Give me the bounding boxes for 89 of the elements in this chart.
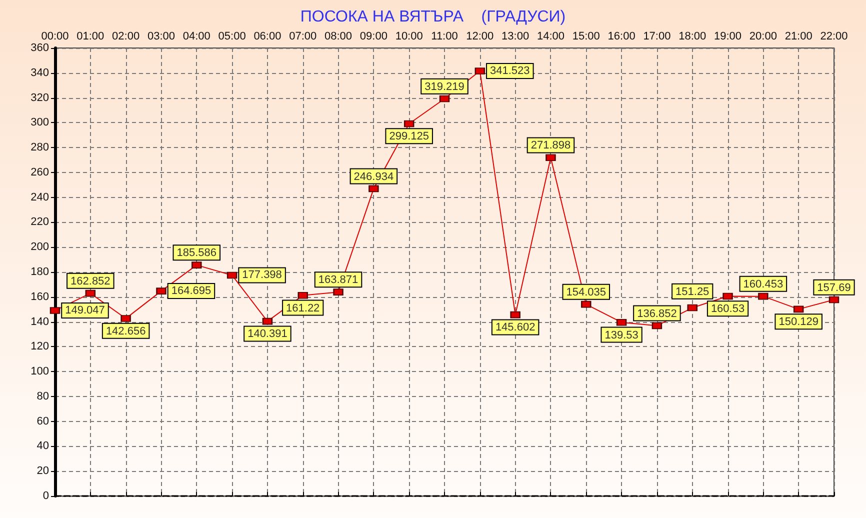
point [50,307,60,314]
point [722,292,733,300]
point [192,262,202,269]
data-label: 341.523 [490,64,530,77]
y-tick-label: 360 [30,42,49,54]
y-tick-label: 260 [30,166,49,178]
y-tick-label: 160 [30,290,49,303]
x-tick-label: 09:00 [360,30,388,42]
point [794,306,804,313]
x-tick-label: 10:00 [395,30,423,42]
y-tick-label: 220 [30,216,49,228]
x-tick-label: 13:00 [502,30,530,42]
x-tick-label: 03:00 [147,30,175,42]
x-tick-label: 11:00 [431,30,458,42]
x-tick-label: 15:00 [572,30,600,42]
y-tick-label: 20 [36,465,49,478]
point [616,318,627,326]
y-tick-label: 80 [36,390,49,402]
point [758,292,768,300]
data-label: 139.53 [604,329,638,342]
x-tick-label: 14:00 [536,30,564,42]
y-tick-label: 140 [30,316,49,328]
x-tick-label: 00:00 [41,30,69,42]
point [120,314,131,322]
point [440,95,450,102]
x-tick-label: 16:00 [608,30,636,42]
y-tick-label: 100 [30,366,49,378]
x-tick-label: 04:00 [182,30,210,42]
point [262,318,272,325]
point [227,272,238,279]
x-tick-label: 22:00 [820,30,848,42]
x-tick-label: 06:00 [254,30,282,42]
y-tick-label: 240 [30,191,49,204]
data-label: 150.129 [778,316,818,328]
y-tick-label: 200 [30,241,49,254]
point [474,67,485,74]
y-tick-label: 320 [30,92,49,104]
point [404,120,414,128]
data-label: 160.453 [743,278,784,290]
data-label: 151.25 [676,286,710,298]
x-tick-label: 20:00 [749,30,777,42]
point [368,185,379,192]
y-tick-label: 120 [30,340,49,353]
data-label: 163.871 [318,274,358,286]
x-tick-label: 12:00 [466,30,494,42]
x-tick-label: 17:00 [643,30,671,42]
y-tick-label: 280 [30,142,49,154]
data-label: 145.602 [495,322,536,334]
y-tick-label: 40 [36,440,49,452]
point [510,311,520,318]
data-label: 149.047 [65,304,105,317]
y-tick-label: 0 [42,490,49,502]
data-label: 161.22 [286,302,320,314]
data-label: 160.53 [710,303,745,316]
data-label: 164.695 [171,285,212,298]
data-label: 246.934 [354,170,394,183]
y-tick-label: 340 [30,66,49,79]
data-label: 177.398 [242,269,282,282]
point [298,292,308,299]
x-tick-label: 01:00 [76,30,104,42]
point [829,296,839,304]
x-tick-label: 08:00 [324,30,352,42]
y-tick-label: 300 [30,116,49,129]
x-tick-label: 21:00 [784,30,812,42]
y-tick-label: 180 [30,266,49,278]
point [156,288,166,295]
point [581,300,592,308]
point [85,290,96,297]
data-label: 136.852 [637,308,677,320]
point [687,304,698,312]
point [652,322,662,330]
data-label: 162.852 [70,275,110,288]
data-label: 319.219 [424,80,464,93]
data-label: 142.656 [106,325,146,338]
data-label: 157.69 [817,282,851,294]
point [333,288,344,296]
chart-title: ПОСОКА НА ВЯТЪРА (ГРАДУСИ) [300,8,566,26]
data-label: 185.586 [176,247,217,260]
point [546,154,556,162]
x-tick-label: 07:00 [289,30,317,42]
data-label: 271.898 [530,140,571,152]
x-tick-label: 05:00 [218,30,246,42]
y-tick-label: 60 [36,415,49,428]
x-tick-label: 19:00 [714,30,742,42]
x-tick-label: 02:00 [112,30,140,42]
x-tick-label: 18:00 [678,30,706,42]
data-label: 299.125 [389,130,429,143]
data-label: 154.035 [566,286,606,298]
data-label: 140.391 [248,328,288,340]
